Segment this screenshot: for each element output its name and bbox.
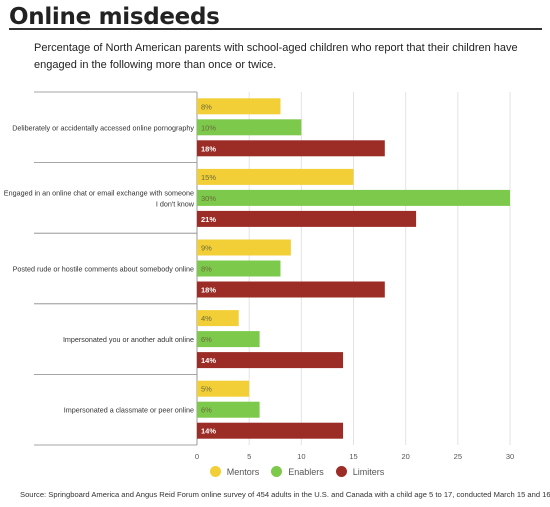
- bar-mentors: [197, 380, 250, 397]
- chart-subtitle: Percentage of North American parents wit…: [34, 42, 518, 71]
- legend-label: Mentors: [226, 466, 260, 477]
- bar-limiters: [197, 140, 385, 157]
- category-label: Impersonated a classmate or peer online: [64, 406, 194, 415]
- legend-label: Enablers: [288, 466, 324, 477]
- category-label: Posted rude or hostile comments about so…: [13, 265, 194, 274]
- bar-limiters: [197, 352, 344, 369]
- bar-enablers: [197, 189, 510, 206]
- x-tick-label: 15: [349, 452, 357, 461]
- data-label: 5%: [201, 385, 212, 394]
- bar-mentors: [197, 168, 354, 185]
- x-tick-label: 10: [297, 452, 305, 461]
- data-label: 10%: [201, 123, 216, 132]
- bar-enablers: [197, 401, 260, 418]
- x-tick-label: 0: [195, 452, 199, 461]
- legend-swatch: [335, 466, 347, 477]
- data-label: 30%: [201, 194, 216, 203]
- data-label: 4%: [201, 314, 212, 323]
- bar-limiters: [197, 281, 385, 298]
- bar-enablers: [197, 119, 302, 136]
- x-tick-label: 5: [247, 452, 251, 461]
- legend-item-mentors: Mentors: [209, 466, 260, 477]
- page-title: Online misdeeds: [9, 4, 220, 30]
- data-label: 9%: [201, 244, 212, 253]
- title-rule: [9, 28, 542, 30]
- data-label: 6%: [201, 406, 212, 415]
- x-tick-label: 30: [506, 452, 514, 461]
- bar-mentors: [197, 310, 239, 327]
- data-label: 14%: [201, 427, 216, 436]
- bar-mentors: [197, 98, 281, 115]
- data-label: 8%: [201, 265, 212, 274]
- category-label: I don't know: [156, 199, 195, 208]
- data-label: 21%: [201, 215, 216, 224]
- legend-item-limiters: Limiters: [335, 466, 385, 477]
- bar-enablers: [197, 331, 260, 348]
- bar-limiters: [197, 422, 344, 439]
- bar-mentors: [197, 239, 291, 256]
- data-label: 18%: [201, 286, 216, 295]
- x-tick-label: 20: [401, 452, 409, 461]
- bar-enablers: [197, 260, 281, 277]
- bar-limiters: [197, 210, 417, 227]
- x-tick-label: 25: [454, 452, 462, 461]
- data-label: 18%: [201, 144, 216, 153]
- bar-chart: 0 5 10 15 20 25 30 Deliberately or accidentally…: [4, 91, 514, 461]
- data-label: 14%: [201, 356, 216, 365]
- source-note: Source: Springboard America and Angus Re…: [20, 490, 550, 499]
- data-label: 6%: [201, 335, 212, 344]
- category-label: Deliberately or accidentally accessed on…: [12, 123, 194, 132]
- legend-swatch: [271, 466, 283, 477]
- category-label: Engaged in an online chat or email excha…: [4, 188, 194, 197]
- data-label: 8%: [201, 102, 212, 111]
- chart-legend: Mentors Enablers Limiters: [0, 466, 550, 477]
- legend-item-enablers: Enablers: [271, 466, 324, 477]
- legend-swatch: [209, 466, 221, 477]
- data-label: 15%: [201, 173, 216, 182]
- category-label: Impersonated you or another adult online: [63, 335, 194, 344]
- legend-label: Limiters: [352, 466, 385, 477]
